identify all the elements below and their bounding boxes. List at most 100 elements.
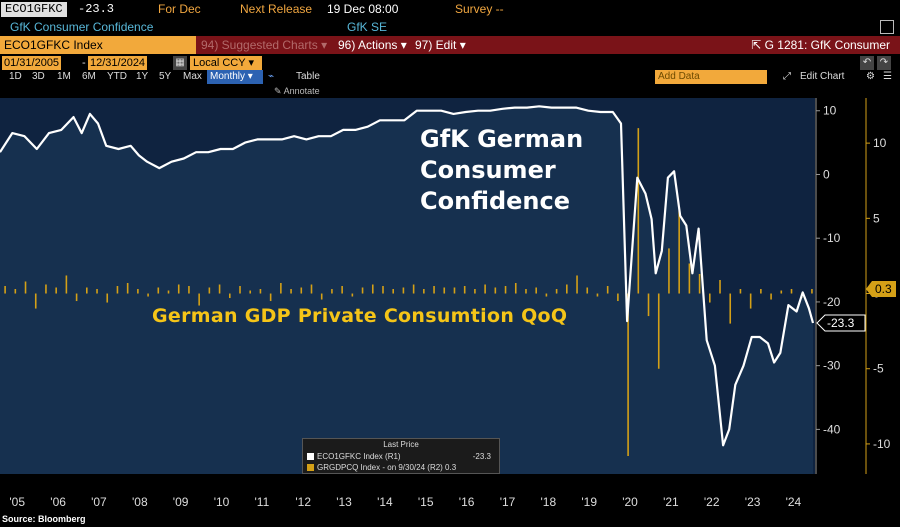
x-tick-label: '21 xyxy=(663,495,679,509)
currency-label: Local CCY xyxy=(193,57,246,69)
edit-chart-label: Edit Chart xyxy=(800,71,845,82)
range-separator: - xyxy=(82,57,86,69)
x-tick-label: '16 xyxy=(458,495,475,509)
index-field[interactable]: ECO1GFKC Index xyxy=(0,36,196,54)
last-value-r2: 0.3 xyxy=(875,282,892,296)
calendar-icon[interactable]: ▦ xyxy=(173,56,187,70)
external-link-icon: ⇱ xyxy=(751,38,762,52)
frequency-label: Monthly xyxy=(210,71,246,82)
legend-header: Last Price xyxy=(383,440,419,449)
period-max[interactable]: Max xyxy=(183,71,202,82)
r2-tick-label: -10 xyxy=(873,437,891,451)
quote-bar: ECO1GFKC -23.3 For Dec Next Release 19 D… xyxy=(0,0,900,19)
security-info-bar: GfK Consumer Confidence GfK SE xyxy=(0,19,900,35)
legend-swatch xyxy=(307,453,314,460)
x-tick-label: '12 xyxy=(295,495,312,509)
frequency-select[interactable]: Monthly ▾ xyxy=(207,70,263,84)
r1-tick-label: -30 xyxy=(823,359,841,373)
start-date-field[interactable]: 01/31/2005 xyxy=(2,56,62,70)
annotate-label: Annotate xyxy=(283,86,320,96)
function-bar: ECO1GFKC Index 94) Suggested Charts ▾ 96… xyxy=(0,36,900,54)
edit-menu[interactable]: 97) Edit ▾ xyxy=(415,38,466,52)
r1-tick-label: -40 xyxy=(823,422,841,436)
for-label: For Dec xyxy=(158,2,201,16)
actions-label: 96) Actions xyxy=(338,38,398,52)
legend-value: -23.3 xyxy=(472,452,491,461)
period-1m[interactable]: 1M xyxy=(57,71,71,82)
chart-svg: 100-10-20-30-401050-5-10-23.30.3 xyxy=(0,98,896,475)
period-ytd[interactable]: YTD xyxy=(107,71,127,82)
popout-icon[interactable] xyxy=(880,20,894,34)
period-5y[interactable]: 5Y xyxy=(159,71,172,82)
legend-label: GRGDPCQ Index - on 9/30/24 (R2) 0.3 xyxy=(317,463,457,472)
r2-tick-label: 5 xyxy=(873,211,880,225)
x-tick-label: '22 xyxy=(703,495,720,509)
x-axis: '05 '06 '07 '08 '09 '10 '11 '12 '13 '14 '15 '16 '17 '… xyxy=(0,488,820,514)
currency-select[interactable]: Local CCY ▾ xyxy=(190,56,262,70)
x-tick-label: '15 xyxy=(417,495,434,509)
next-release-label: Next Release xyxy=(240,2,313,16)
more-icon[interactable]: ☰ xyxy=(883,71,892,82)
graph-label: G 1281: GfK Consumer xyxy=(764,38,890,52)
confidence-line xyxy=(0,105,815,447)
period-1d[interactable]: 1D xyxy=(9,71,22,82)
source-footer: Source: Bloomberg xyxy=(2,514,86,524)
x-tick-label: '24 xyxy=(785,495,802,509)
x-tick-label: '14 xyxy=(377,495,393,509)
x-tick-label: '09 xyxy=(172,495,189,509)
graph-title-link[interactable]: ⇱ G 1281: GfK Consumer xyxy=(751,36,890,54)
add-data-input[interactable]: Add Data xyxy=(655,70,767,84)
chart-title-consumer-confidence: GfK German Consumer Confidence xyxy=(420,125,584,215)
x-tick-label: '05 xyxy=(9,495,26,509)
r1-tick-label: -10 xyxy=(823,231,841,245)
suggested-charts-label: 94) Suggested Charts xyxy=(201,38,318,52)
r1-tick-label: 0 xyxy=(823,167,830,181)
x-tick-label: '13 xyxy=(336,495,352,509)
r1-tick-label: 10 xyxy=(823,104,837,118)
x-tick-label: '10 xyxy=(213,495,230,509)
x-tick-label: '20 xyxy=(622,495,638,509)
x-tick-label: '23 xyxy=(744,495,761,509)
x-tick-label: '18 xyxy=(540,495,557,509)
legend-swatch xyxy=(307,464,314,471)
period-bar: 1D 3D 1M 6M YTD 1Y 5Y Max Monthly ▾ ⌁ Ta… xyxy=(0,70,900,84)
edit-chart-button[interactable]: Edit Chart xyxy=(800,70,844,84)
x-tick-label: '19 xyxy=(581,495,598,509)
legend-item: GRGDPCQ Index - on 9/30/24 (R2) 0.3 xyxy=(303,462,499,473)
actions-menu[interactable]: 96) Actions ▾ xyxy=(338,38,407,52)
last-value-r1: -23.3 xyxy=(827,316,855,330)
edit-label: 97) Edit xyxy=(415,38,457,52)
suggested-charts-menu[interactable]: 94) Suggested Charts ▾ xyxy=(201,38,328,52)
chart-area[interactable]: 100-10-20-30-401050-5-10-23.30.3 xyxy=(0,98,900,488)
x-tick-label: '17 xyxy=(499,495,516,509)
undo-icon[interactable]: ↶ xyxy=(860,56,874,70)
r2-tick-label: 10 xyxy=(873,136,887,150)
last-value-tag-r2 xyxy=(866,281,896,298)
last-value: -23.3 xyxy=(78,2,115,16)
chart-title-gdp: German GDP Private Consumtion QoQ xyxy=(152,305,568,327)
x-tick-label: '08 xyxy=(132,495,148,509)
legend-item: ECO1GFKC Index (R1) -23.3 xyxy=(303,451,499,462)
r2-tick-label: -5 xyxy=(873,362,884,376)
x-tick-label: '06 xyxy=(50,495,66,509)
ticker-field[interactable]: ECO1GFKC xyxy=(1,2,67,17)
x-tick-label: '11 xyxy=(254,495,270,509)
next-release-value: 19 Dec 08:00 xyxy=(327,2,399,16)
table-button[interactable]: Table xyxy=(296,71,320,82)
annotate-button[interactable]: ✎ Annotate xyxy=(274,84,320,98)
line-chart-icon[interactable]: ⌁ xyxy=(268,71,275,82)
period-3d[interactable]: 3D xyxy=(32,71,45,82)
confidence-area xyxy=(0,106,813,475)
period-1y[interactable]: 1Y xyxy=(136,71,149,82)
period-6m[interactable]: 6M xyxy=(82,71,96,82)
security-name: GfK Consumer Confidence xyxy=(10,20,154,34)
share-icon[interactable]: ⤢ xyxy=(783,71,791,82)
annotate-icon: ✎ xyxy=(274,86,282,96)
end-date-field[interactable]: 12/31/2024 xyxy=(88,56,148,70)
redo-icon[interactable]: ↷ xyxy=(877,56,891,70)
gear-icon[interactable]: ⚙ xyxy=(866,71,875,82)
survey-label: Survey -- xyxy=(455,2,504,16)
last-value-tag-r1 xyxy=(816,314,866,332)
r1-tick-label: -20 xyxy=(823,295,841,309)
legend-label: ECO1GFKC Index (R1) xyxy=(317,452,401,461)
